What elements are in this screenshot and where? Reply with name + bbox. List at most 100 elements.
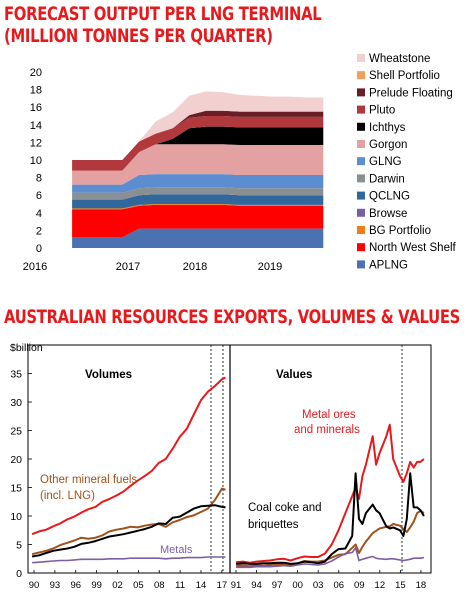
panel-label-values: Values <box>276 369 312 381</box>
x-tick-label: 02 <box>112 580 123 591</box>
line-metal-ores-and-minerals <box>31 376 226 536</box>
legend-label: North West Shelf <box>369 242 457 254</box>
legend-label: Darwin <box>369 173 405 185</box>
annotation-metals: Metals <box>160 544 193 556</box>
legend-label: APLNG <box>369 259 408 271</box>
y-tick-label: 0 <box>16 568 22 580</box>
annotation-coal: briquettes <box>248 519 299 531</box>
line-other-mineral-fuels-incl-lng- <box>31 487 226 556</box>
x-tick-label: 97 <box>272 580 283 591</box>
annotation-metal-ores: and minerals <box>294 424 360 436</box>
annotation-other-fuels: Other mineral fuels <box>40 474 137 486</box>
line-metals <box>236 547 425 569</box>
y-tick-label: 20 <box>10 454 22 466</box>
x-tick-label: 00 <box>292 580 303 591</box>
x-tick-label: 09 <box>354 580 365 591</box>
legend-label: GLNG <box>369 156 402 168</box>
x-tick-label: 14 <box>196 580 207 591</box>
x-tick-label: 03 <box>313 580 324 591</box>
area-qclng <box>72 194 324 209</box>
annotation-metal-ores: Metal ores <box>302 409 356 421</box>
line-coal-coke-and-briquettes <box>236 472 425 565</box>
y-tick-label: 20 <box>30 67 42 79</box>
area-bg-portfolio <box>72 204 324 210</box>
line-metals <box>32 556 226 564</box>
x-tick-label: 05 <box>133 580 144 591</box>
x-tick-label: 91 <box>231 580 242 591</box>
x-tick-label: 18 <box>416 580 427 591</box>
y-tick-label: 8 <box>36 173 42 185</box>
legend-label: Gorgon <box>369 139 407 151</box>
area-gorgon <box>72 144 324 185</box>
x-tick-label: 2018 <box>183 261 207 273</box>
panel-label-volumes: Volumes <box>85 369 132 381</box>
x-tick-label: 08 <box>154 580 165 591</box>
area-pluto <box>72 116 324 171</box>
legend-swatch <box>357 226 365 234</box>
annotation-other-fuels: (incl. LNG) <box>40 490 95 502</box>
y-axis-unit-label: $billion <box>10 342 43 354</box>
area-aplng <box>72 228 324 248</box>
x-tick-label: 2017 <box>116 261 140 273</box>
x-tick-label: 11 <box>175 580 185 591</box>
x-tick-label: 15 <box>395 580 406 591</box>
legend-label: Wheatstone <box>369 53 430 65</box>
y-tick-label: 16 <box>30 102 42 114</box>
y-tick-label: 35 <box>10 369 22 381</box>
legend-swatch <box>357 88 365 97</box>
legend-label: Ichthys <box>369 122 406 134</box>
legend-label: BG Portfolio <box>369 225 431 237</box>
x-tick-label: 96 <box>70 580 81 591</box>
x-tick-label: 90 <box>29 580 40 591</box>
x-tick-label: 17 <box>217 580 228 591</box>
legend-swatch <box>357 122 365 131</box>
area-ichthys <box>72 126 324 171</box>
area-wheatstone <box>72 91 324 160</box>
y-tick-label: 10 <box>10 511 22 523</box>
legend-swatch <box>357 71 365 80</box>
legend-swatch <box>357 191 365 200</box>
area-glng <box>72 174 324 193</box>
line-coal-coke-and-briquettes <box>31 504 226 558</box>
annotation-coal: Coal coke and <box>248 502 322 514</box>
x-tick-label: 12 <box>375 580 386 591</box>
area-north-west-shelf <box>72 204 324 238</box>
x-tick-label: 93 <box>50 580 61 591</box>
legend-swatch <box>357 105 365 114</box>
y-tick-label: 2 <box>36 225 42 237</box>
line-metal-ores-and-minerals <box>236 423 425 564</box>
x-tick-label: 06 <box>333 580 344 591</box>
y-tick-label: 30 <box>10 397 22 409</box>
x-tick-label: 2019 <box>258 261 282 273</box>
legend-swatch <box>357 157 365 166</box>
legend-label: Shell Portfolio <box>369 70 440 82</box>
y-tick-label: 10 <box>30 155 42 167</box>
chart1-title-line2: (MILLION TONNES PER QUARTER) <box>4 25 273 47</box>
x-tick-label: 99 <box>91 580 102 591</box>
area-prelude-floating <box>72 110 324 160</box>
legend-swatch <box>357 260 365 269</box>
y-tick-label: 12 <box>30 137 42 149</box>
legend-swatch <box>357 174 365 183</box>
y-tick-label: 15 <box>10 483 22 495</box>
x-tick-label: 2016 <box>23 261 47 273</box>
y-tick-label: 14 <box>30 120 42 132</box>
legend-swatch <box>357 54 365 62</box>
legend-swatch <box>357 243 365 252</box>
y-tick-label: 4 <box>36 208 42 220</box>
y-tick-label: 6 <box>36 190 42 202</box>
x-tick-label: 94 <box>251 580 262 591</box>
chart2-title: AUSTRALIAN RESOURCES EXPORTS, VOLUMES & … <box>4 306 460 328</box>
legend-label: Browse <box>369 208 407 220</box>
legend-label: QCLNG <box>369 191 410 203</box>
y-tick-label: 0 <box>36 243 42 255</box>
area-darwin <box>72 187 324 200</box>
chart1-title-line1: FORECAST OUTPUT PER LNG TERMINAL <box>4 3 322 25</box>
legend-swatch <box>357 140 365 148</box>
y-tick-label: 25 <box>10 426 22 438</box>
legend-label: Prelude Floating <box>369 87 453 99</box>
y-tick-label: 5 <box>16 540 22 552</box>
legend-label: Pluto <box>369 105 395 117</box>
